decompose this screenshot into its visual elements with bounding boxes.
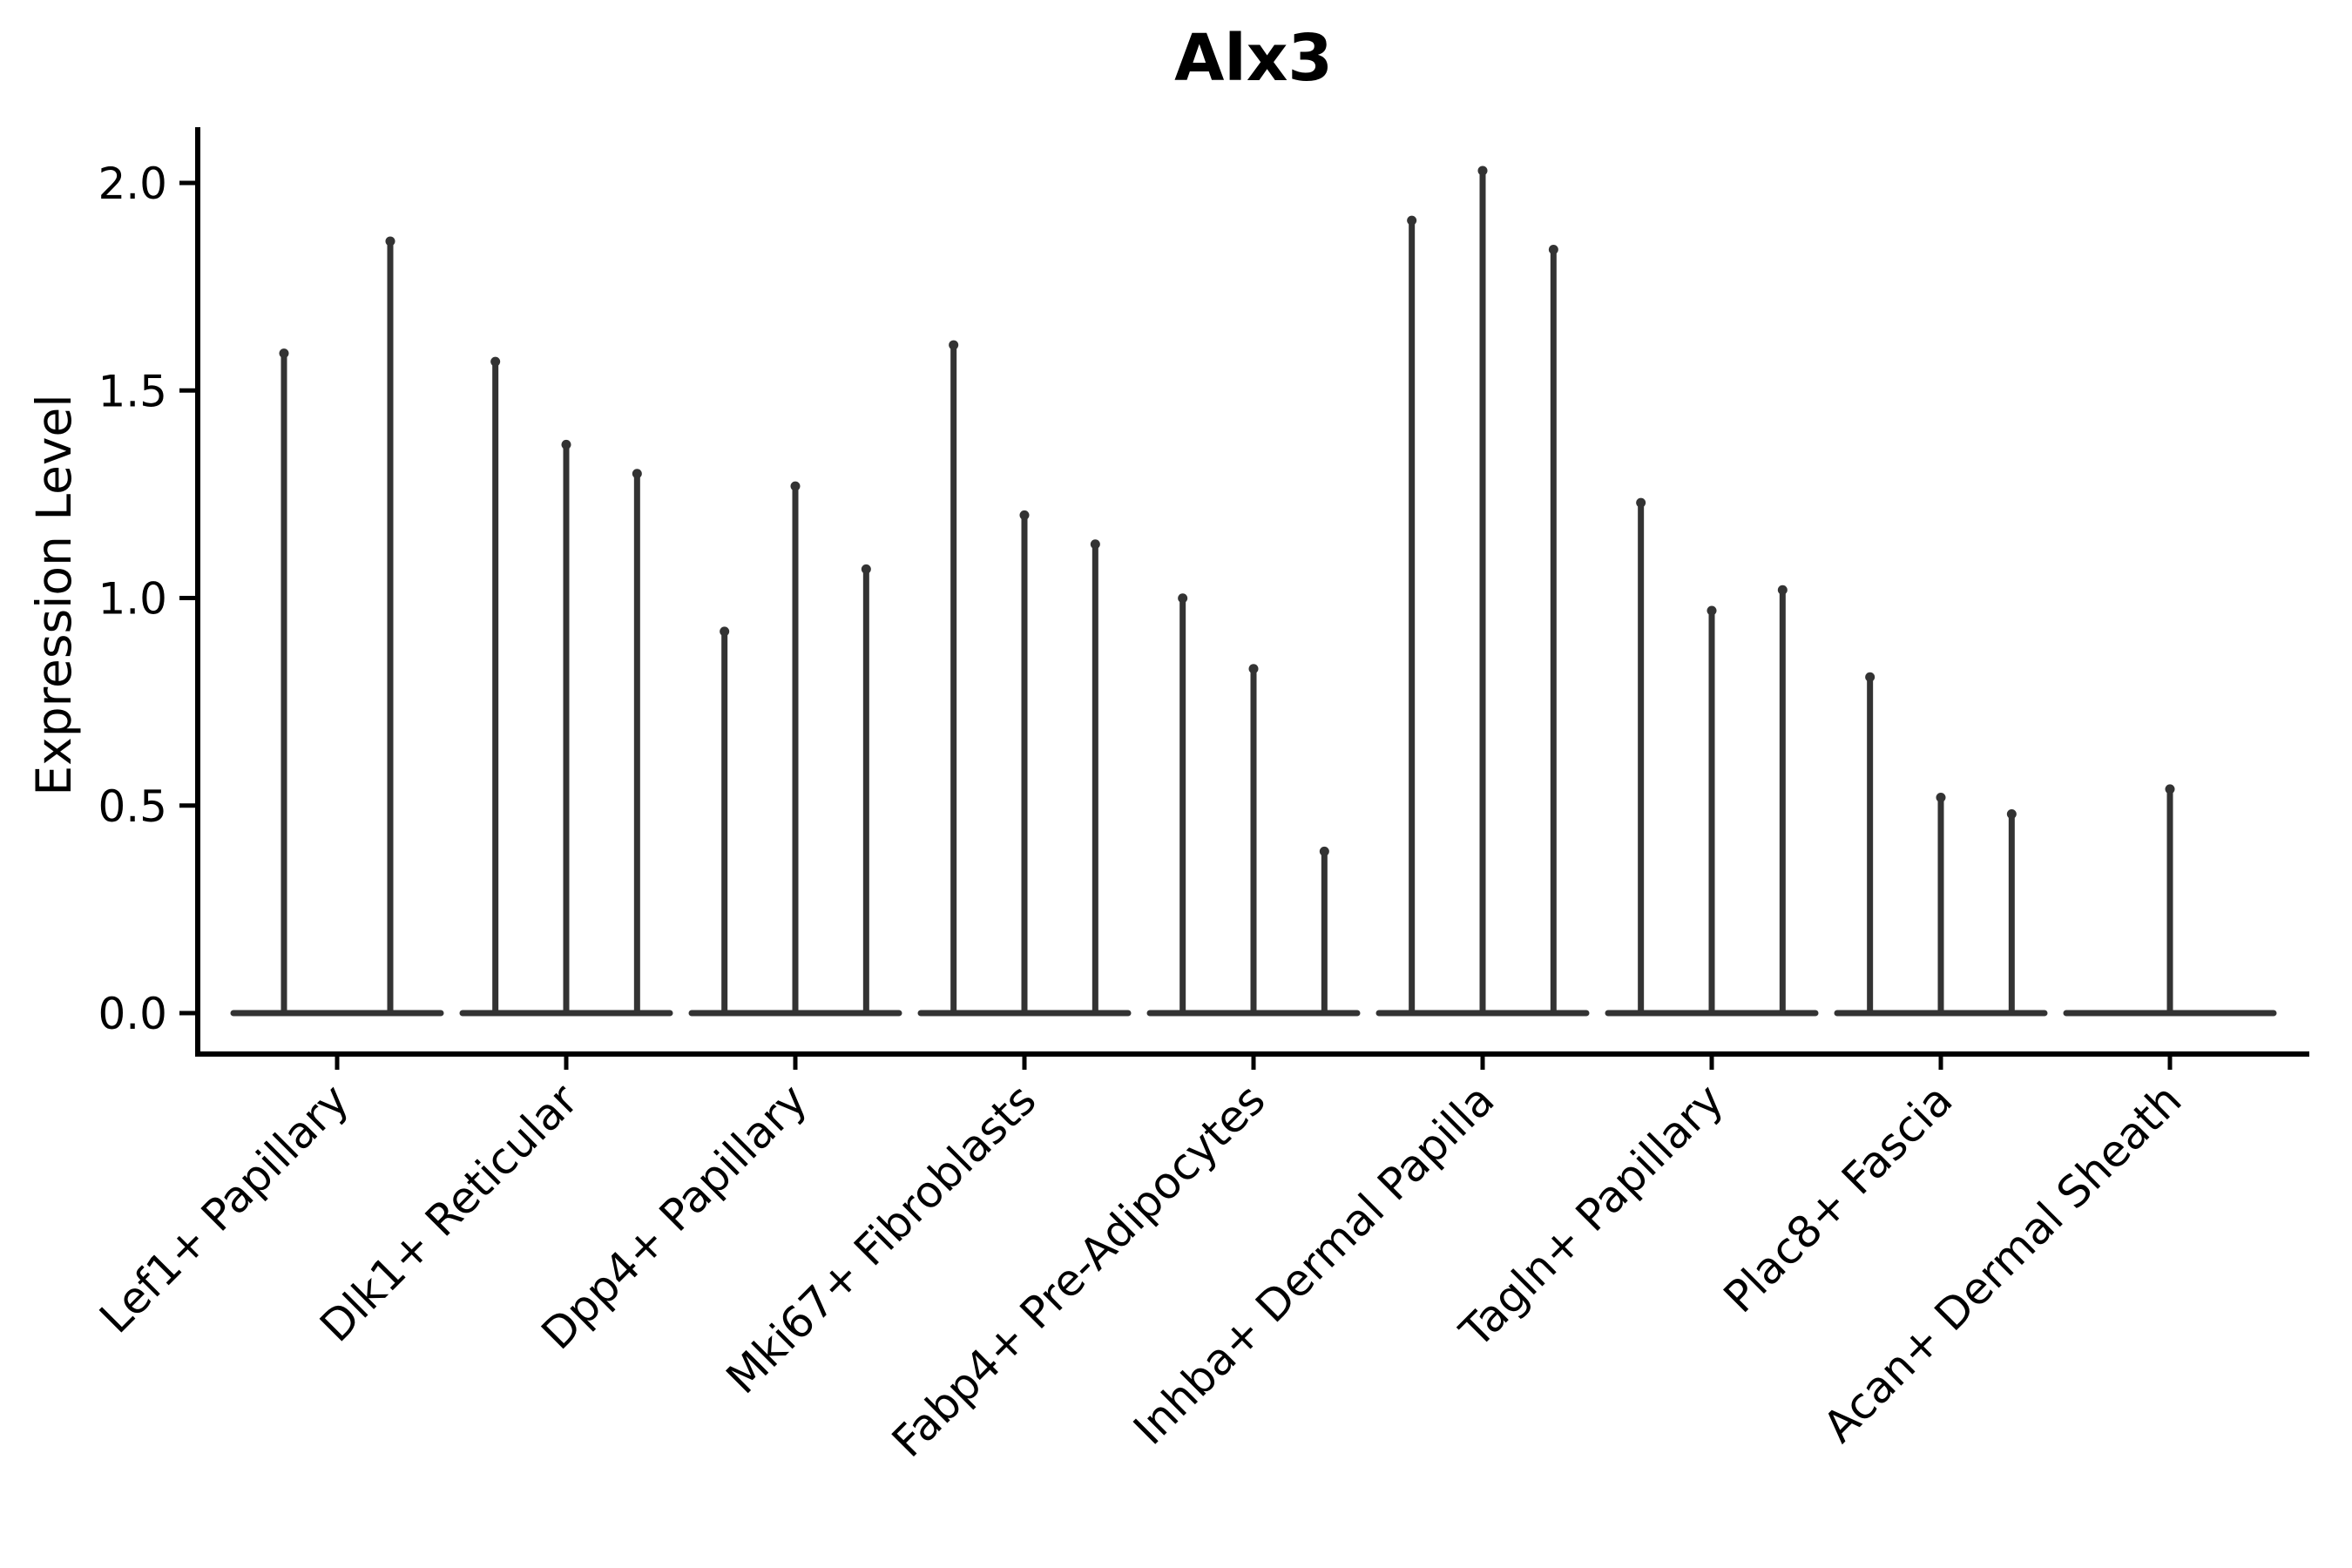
violin-stem-cap [1707, 605, 1717, 616]
violin-stem-cap [2006, 809, 2017, 820]
violin-stem-cap [949, 340, 959, 350]
x-tick-label: Lef1+ Papillary [90, 1074, 358, 1342]
violin-stem-cap [385, 236, 395, 247]
chart-title: Alx3 [1174, 21, 1333, 96]
y-tick-label: 1.0 [98, 574, 167, 625]
y-tick-label: 0.0 [98, 989, 167, 1039]
violin-stem-cap [1407, 215, 1417, 226]
violin-stem-cap [1636, 497, 1646, 508]
violin-stem-cap [1090, 539, 1100, 550]
violin-stem-cap [279, 348, 289, 359]
violin-stem-cap [1477, 166, 1488, 176]
violin-stem-cap [1178, 593, 1188, 604]
y-tick-label: 0.5 [98, 781, 167, 832]
violin-stem-cap [1865, 672, 1876, 682]
y-tick-label: 1.5 [98, 366, 167, 416]
x-tick-label: Fabp4+ Pre-Adipocytes [882, 1074, 1275, 1467]
violin-stem-cap [1777, 585, 1788, 595]
violin-stem-cap [490, 356, 501, 367]
violin-stem-cap [1019, 510, 1030, 520]
violin-stem-cap [561, 439, 571, 449]
x-tick-label: Plac8+ Fascia [1714, 1074, 1963, 1322]
violin-stem-cap [1548, 244, 1558, 254]
violin-stem-cap [1936, 792, 1946, 802]
violin-stem-cap [861, 564, 871, 574]
violin-stem-cap [1248, 664, 1259, 674]
violin-stem-cap [2165, 784, 2175, 794]
violin-stem-cap [790, 481, 801, 491]
violin-stem-cap [720, 626, 730, 637]
y-tick-label: 2.0 [98, 159, 167, 209]
violin-stem-cap [1319, 846, 1329, 856]
violin-stem-cap [632, 469, 642, 479]
